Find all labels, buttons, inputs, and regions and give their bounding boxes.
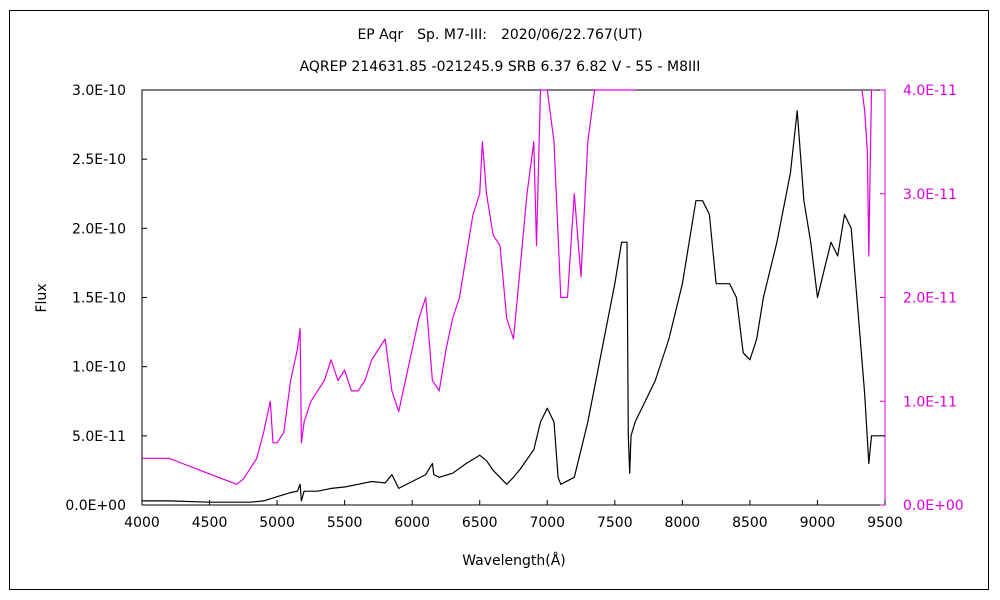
y-left-tick-label: 5.0E-11 [72,429,126,445]
chart-frame [9,10,989,590]
x-tick-label: 7000 [529,515,565,531]
right-axis-ticks: 0.0E+00 1.0E-11 2.0E-11 3.0E-11 4.0E-11 [880,83,964,514]
y-left-tick-label: 1.0E-10 [72,360,126,376]
black-series-line-0 [142,110,885,503]
magenta-series-line-1 [142,89,636,485]
y-left-tick-label: 2.5E-10 [72,152,126,168]
x-tick-label: 5000 [259,515,295,531]
y-right-tick-label: 4.0E-11 [903,83,957,99]
x-tick-label: 7500 [597,515,633,531]
y-axis-label: Flux [34,283,50,312]
y-left-tick-label: 2.0E-10 [72,221,126,237]
chart-title: EP Aqr Sp. M7-III: 2020/06/22.767(UT) [357,27,642,43]
left-axis-ticks: 0.0E+00 5.0E-11 1.0E-10 1.5E-10 2.0E-10 2.5E-… [65,83,147,514]
x-axis-label: Wavelength(Å) [462,552,566,569]
x-tick-label: 8500 [732,515,768,531]
x-tick-label: 9500 [867,515,903,531]
y-right-tick-label: 0.0E+00 [903,498,964,514]
x-tick-label: 6000 [394,515,430,531]
chart-subtitle: AQREP 214631.85 -021245.9 SRB 6.37 6.82 … [300,59,701,75]
y-left-tick-label: 3.0E-10 [72,83,126,99]
y-right-tick-label: 2.0E-11 [903,291,957,307]
y-left-tick-label: 1.5E-10 [72,291,126,307]
x-axis-ticks: 4000 4500 5000 5500 6000 6500 7000 7500 8000 8500… [124,500,903,531]
x-tick-label: 4000 [124,515,160,531]
y-right-tick-label: 3.0E-11 [903,187,957,203]
y-left-tick-label: 0.0E+00 [65,498,126,514]
y-right-tick-label: 1.0E-11 [903,394,957,410]
series-group [142,89,885,503]
x-tick-label: 8000 [665,515,701,531]
x-tick-label: 4500 [192,515,228,531]
magenta-series-line-2 [861,89,876,257]
plot-area [141,89,886,506]
x-tick-label: 5500 [327,515,363,531]
x-tick-label: 9000 [800,515,836,531]
x-tick-label: 6500 [462,515,498,531]
